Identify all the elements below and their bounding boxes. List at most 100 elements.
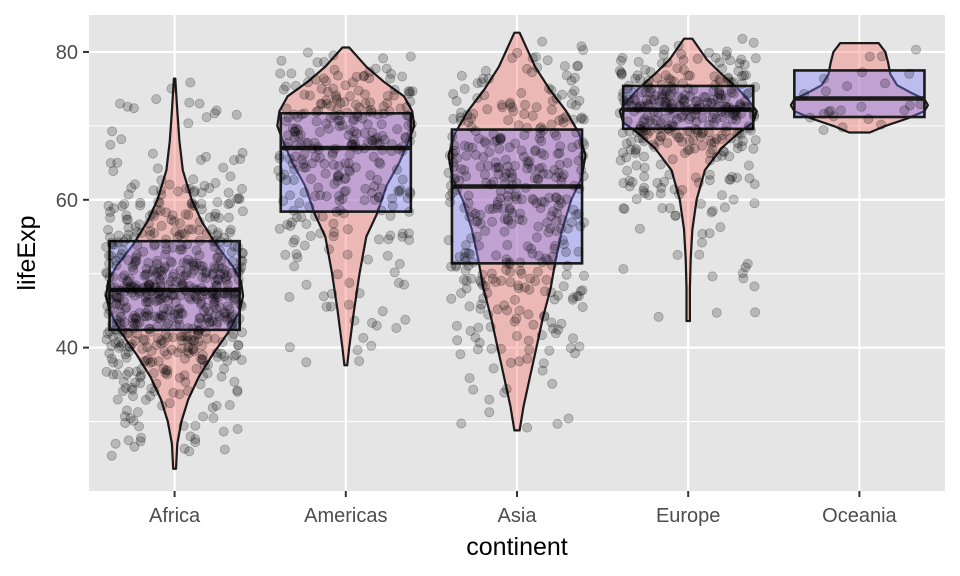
data-point — [165, 276, 176, 287]
data-point — [111, 318, 122, 329]
data-point — [216, 348, 227, 359]
data-point — [135, 436, 146, 447]
data-point — [397, 71, 408, 82]
data-point — [113, 359, 124, 370]
data-point — [532, 266, 543, 277]
data-point — [156, 270, 167, 281]
data-point — [310, 74, 321, 85]
data-point — [321, 191, 332, 202]
data-point — [327, 147, 338, 158]
data-point — [228, 155, 239, 166]
data-point — [117, 326, 128, 337]
data-point — [695, 198, 706, 209]
data-point — [232, 386, 243, 397]
data-point — [236, 354, 247, 365]
data-point — [401, 101, 412, 112]
data-point — [688, 135, 699, 146]
data-point — [670, 210, 681, 221]
data-point — [226, 267, 237, 278]
data-point — [723, 72, 734, 83]
data-point — [164, 398, 175, 409]
data-point — [678, 78, 689, 89]
data-point — [725, 55, 736, 66]
data-point — [142, 354, 153, 365]
data-point — [237, 247, 248, 258]
data-point — [475, 218, 486, 229]
data-point — [648, 106, 659, 117]
data-point — [495, 186, 506, 197]
data-point — [692, 103, 703, 114]
data-point — [405, 86, 416, 97]
data-point — [342, 249, 353, 260]
data-point — [106, 450, 117, 461]
data-point — [161, 365, 172, 376]
data-point — [461, 283, 472, 294]
data-point — [312, 141, 323, 152]
data-point — [189, 335, 200, 346]
data-point — [170, 226, 181, 237]
data-point — [167, 210, 178, 221]
data-point — [359, 70, 370, 81]
data-point — [296, 154, 307, 165]
data-point — [142, 296, 153, 307]
data-point — [480, 225, 491, 236]
data-point — [112, 157, 123, 168]
data-point — [143, 257, 154, 268]
data-point — [289, 132, 300, 143]
data-point — [394, 258, 405, 269]
data-point — [721, 102, 732, 113]
data-point — [649, 141, 660, 152]
data-point — [117, 272, 128, 283]
data-point — [119, 317, 130, 328]
data-point — [553, 167, 564, 178]
data-point — [211, 289, 222, 300]
data-point — [232, 242, 243, 253]
data-point — [174, 229, 185, 240]
data-point — [680, 90, 691, 101]
data-point — [480, 65, 491, 76]
data-point — [475, 303, 486, 314]
data-point — [618, 203, 629, 214]
data-point — [227, 310, 238, 321]
data-point — [194, 235, 205, 246]
data-point — [734, 127, 745, 138]
data-point — [459, 83, 470, 94]
data-point — [226, 320, 237, 331]
data-point — [365, 97, 376, 108]
data-point — [538, 125, 549, 136]
data-point — [103, 200, 114, 211]
data-point — [233, 267, 244, 278]
data-point — [183, 385, 194, 396]
data-point — [231, 349, 242, 360]
data-point — [624, 95, 635, 106]
data-point — [111, 369, 122, 380]
data-point — [146, 286, 157, 297]
data-point — [702, 97, 713, 108]
data-point — [340, 158, 351, 169]
data-point — [299, 108, 310, 119]
data-point — [114, 252, 125, 263]
data-point — [510, 191, 521, 202]
data-point — [692, 96, 703, 107]
data-point — [208, 294, 219, 305]
data-point — [132, 227, 143, 238]
data-point — [573, 139, 584, 150]
data-point — [293, 125, 304, 136]
data-point — [159, 263, 170, 274]
data-point — [126, 280, 137, 291]
data-point — [160, 249, 171, 260]
data-point — [334, 110, 345, 121]
data-point — [347, 77, 358, 88]
data-point — [749, 109, 760, 120]
data-point — [111, 260, 122, 271]
jitter-points-layer — [101, 33, 926, 461]
data-point — [201, 302, 212, 313]
data-point — [334, 121, 345, 132]
y-axis-title: lifeExp — [13, 215, 41, 290]
data-point — [516, 268, 527, 279]
data-point — [363, 106, 374, 117]
data-point — [315, 98, 326, 109]
data-point — [544, 192, 555, 203]
data-point — [696, 102, 707, 113]
data-point — [459, 252, 470, 263]
